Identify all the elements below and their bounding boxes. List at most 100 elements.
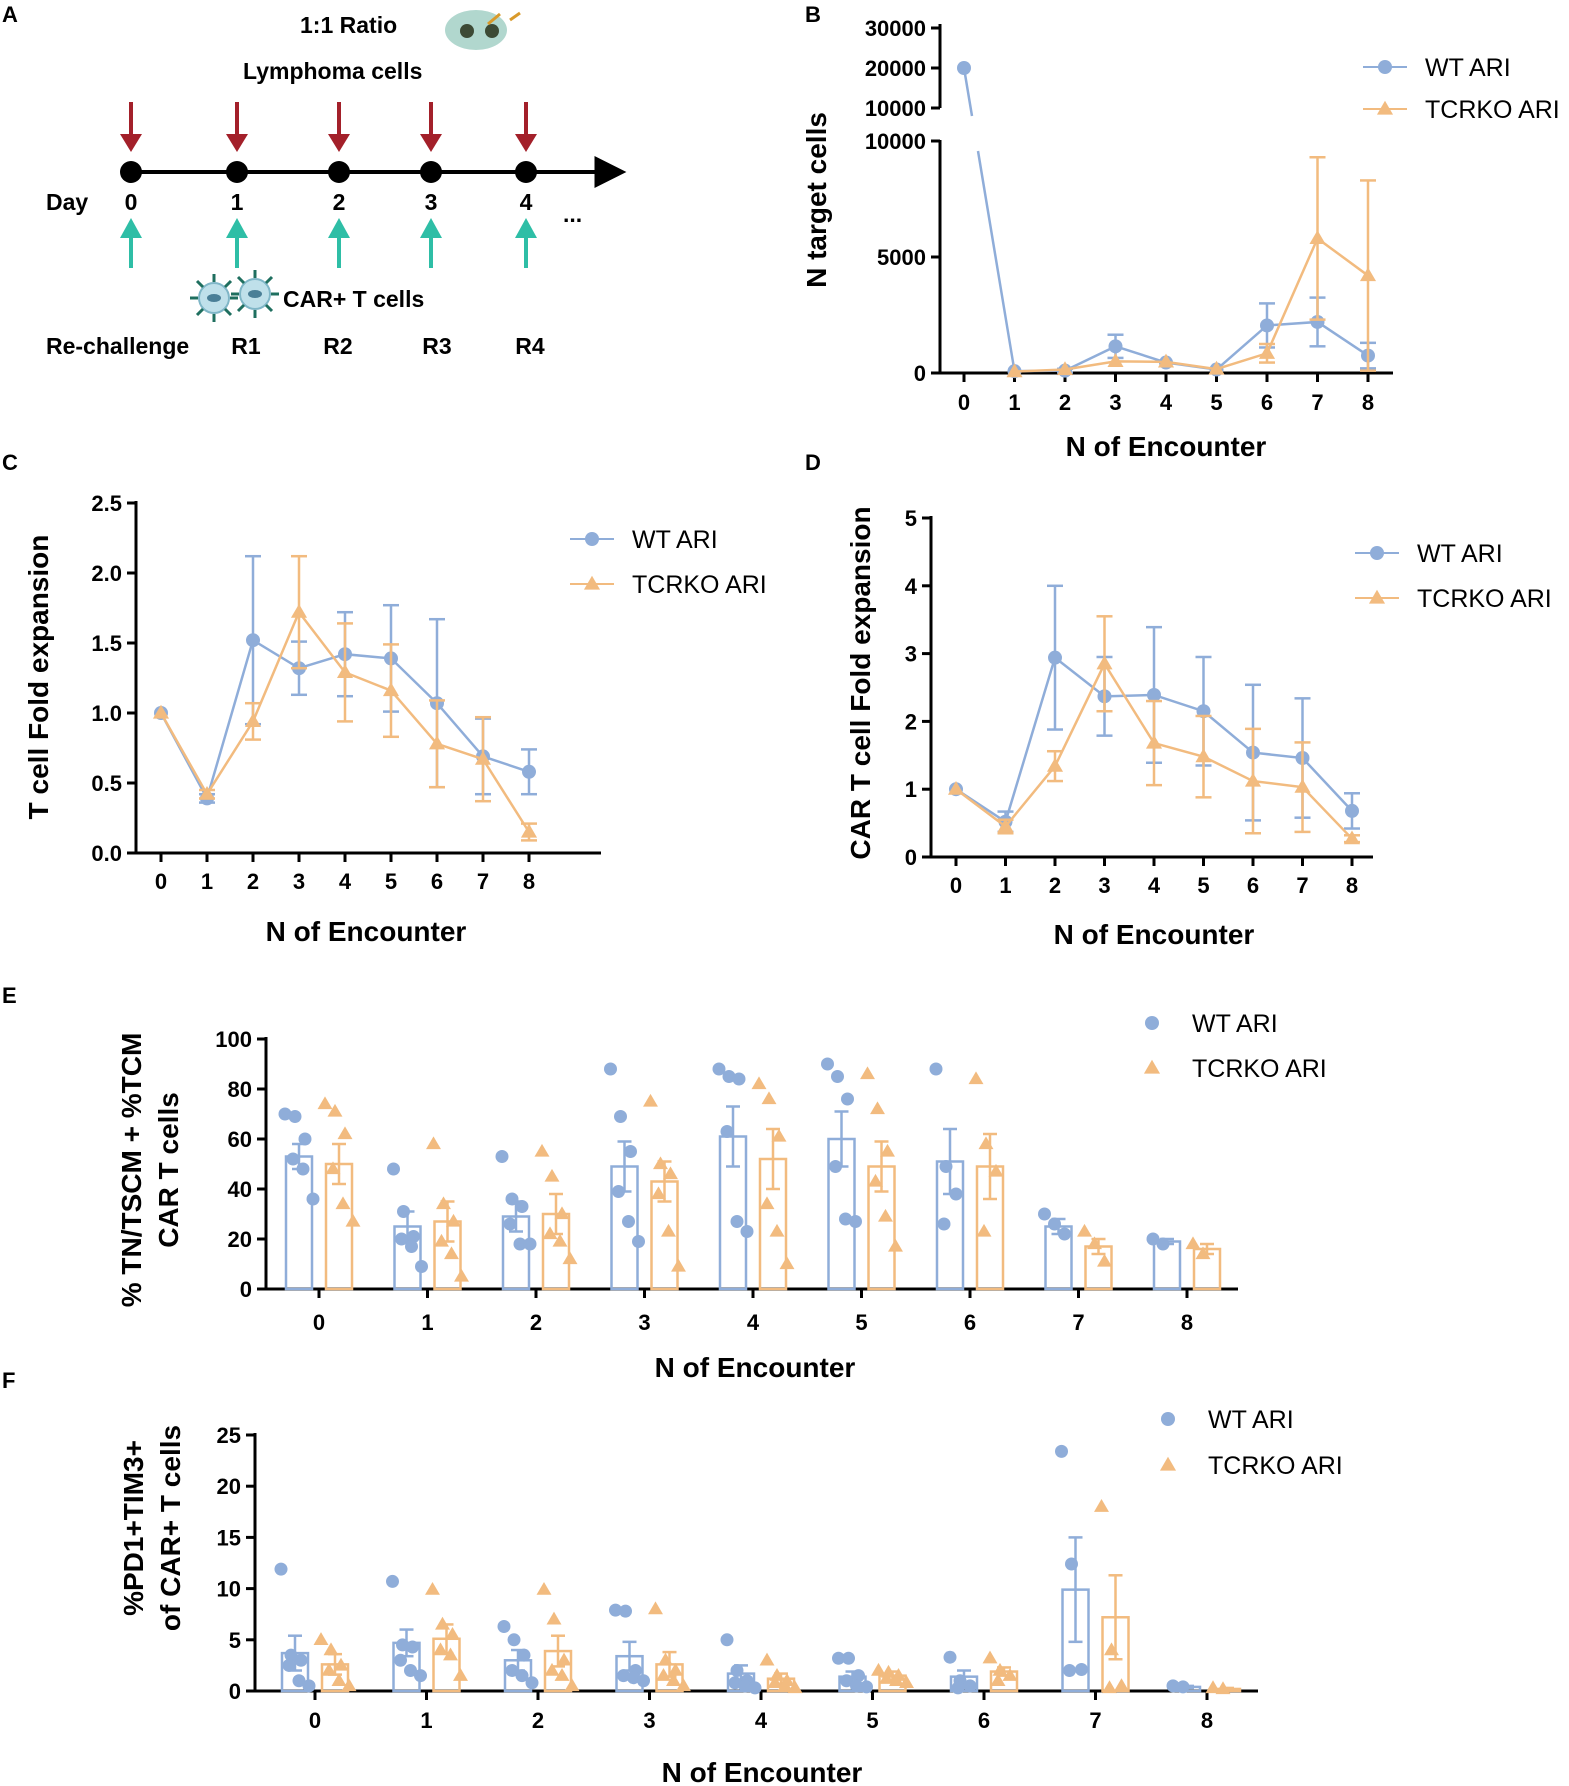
panel-c-plot: 0.0 0.5 1.0 1.5 2.0 2.5 0 1 2 3 4 5 6 7 8 xyxy=(91,491,601,894)
data-point xyxy=(523,1237,537,1251)
day-tick: 3 xyxy=(425,189,438,215)
arrow-up-icon-head xyxy=(328,218,350,238)
panel-b-x-title: N of Encounter xyxy=(1066,431,1267,462)
data-point xyxy=(415,1260,428,1273)
legend-label-1: TCRKO ARI xyxy=(1192,1055,1327,1083)
data-point xyxy=(244,713,262,727)
panel-f-x-title: N of Encounter xyxy=(662,1757,863,1786)
data-point xyxy=(841,1092,854,1106)
data-point xyxy=(321,1662,337,1676)
arrow-up-icon-head xyxy=(515,218,537,238)
y-tick-label: 0.5 xyxy=(91,771,122,796)
data-point xyxy=(663,1166,678,1180)
data-point xyxy=(454,1268,469,1282)
data-point xyxy=(1244,772,1262,787)
y-tick-label: 0.0 xyxy=(91,841,122,866)
data-point xyxy=(327,1103,343,1117)
data-point xyxy=(345,1213,361,1227)
data-point xyxy=(1006,363,1023,378)
data-point xyxy=(536,1581,552,1595)
data-point xyxy=(1195,1246,1211,1260)
panel-e-y-title-line2: CAR T cells xyxy=(153,1092,184,1248)
x-tick-label: 1 xyxy=(1008,390,1020,415)
data-point xyxy=(1208,360,1225,375)
x-tick-label: 5 xyxy=(866,1708,878,1733)
data-point xyxy=(990,1673,1006,1686)
data-point xyxy=(821,1057,834,1071)
panel-c-y-title: T cell Fold expansion xyxy=(23,535,54,820)
round-label: R4 xyxy=(515,333,545,359)
data-point xyxy=(382,682,400,697)
data-point xyxy=(198,785,216,800)
data-point xyxy=(552,1233,568,1247)
data-point xyxy=(661,1223,676,1237)
data-point xyxy=(433,1642,448,1656)
data-point xyxy=(676,1678,691,1692)
x-tick-label: 7 xyxy=(1311,390,1323,415)
data-point xyxy=(604,1062,617,1076)
data-point xyxy=(769,1667,785,1681)
panel-e-legend: WT ARI TCRKO ARI xyxy=(1143,1010,1327,1083)
data-point xyxy=(564,1678,580,1692)
data-point xyxy=(860,1066,875,1080)
data-point xyxy=(404,1664,417,1678)
data-point xyxy=(943,1650,957,1664)
data-point xyxy=(1048,1217,1061,1231)
data-point xyxy=(850,1679,863,1693)
data-point xyxy=(317,1096,333,1110)
legend-label-0: WT ARI xyxy=(1208,1406,1294,1434)
x-tick-label: 3 xyxy=(1098,873,1110,898)
data-point xyxy=(871,1662,886,1676)
data-point xyxy=(860,1680,873,1694)
data-point xyxy=(331,1673,347,1686)
data-point xyxy=(387,1162,400,1176)
panel-d: D 0 1 2 3 4 5 0 1 2 3 4 5 6 7 8 CAR T cell Fold expans… xyxy=(805,450,1552,950)
x-tick-label: 2 xyxy=(1059,390,1071,415)
y-tick-label: 1.5 xyxy=(91,631,122,656)
data-point xyxy=(732,1072,746,1086)
data-point xyxy=(612,1185,625,1198)
data-point xyxy=(870,1101,885,1115)
y-tick-label: 100 xyxy=(215,1027,252,1052)
data-point xyxy=(622,1215,635,1228)
data-point xyxy=(643,1093,658,1107)
data-point xyxy=(333,1657,349,1671)
data-point xyxy=(282,1658,296,1672)
data-point xyxy=(546,1611,562,1625)
data-point xyxy=(515,1669,529,1683)
data-point xyxy=(929,1062,943,1076)
day-tick: 4 xyxy=(520,189,533,215)
data-point xyxy=(290,603,308,618)
data-point xyxy=(878,1208,893,1222)
data-point xyxy=(313,1632,329,1645)
data-point xyxy=(1058,1227,1071,1241)
data-point xyxy=(1195,748,1212,763)
y-tick-label: 40 xyxy=(228,1177,252,1202)
data-point xyxy=(771,1128,787,1142)
panel-f-letter: F xyxy=(2,1368,15,1393)
data-point xyxy=(306,1192,320,1206)
panel-e-letter: E xyxy=(2,983,17,1008)
data-point xyxy=(1359,267,1377,282)
x-tick-label: 7 xyxy=(1296,873,1308,898)
data-point xyxy=(298,1132,312,1146)
data-point xyxy=(609,1603,622,1617)
data-point xyxy=(831,1070,844,1083)
data-point xyxy=(761,1091,777,1105)
x-tick-label: 5 xyxy=(1197,873,1209,898)
data-point xyxy=(839,1212,852,1226)
data-point xyxy=(522,764,536,779)
day-tick: 2 xyxy=(333,189,346,215)
data-point xyxy=(1096,655,1113,670)
y-tick-label: 0 xyxy=(229,1679,241,1704)
data-point xyxy=(779,1256,795,1270)
data-point xyxy=(712,1062,726,1076)
panel-b-letter: B xyxy=(805,2,821,27)
data-point xyxy=(842,1651,855,1665)
data-point xyxy=(1075,1662,1088,1676)
data-point xyxy=(444,1246,459,1260)
data-point xyxy=(323,1642,339,1656)
panel-e-x-title: N of Encounter xyxy=(655,1352,856,1383)
data-point xyxy=(888,1238,903,1252)
data-point xyxy=(988,1163,1004,1177)
